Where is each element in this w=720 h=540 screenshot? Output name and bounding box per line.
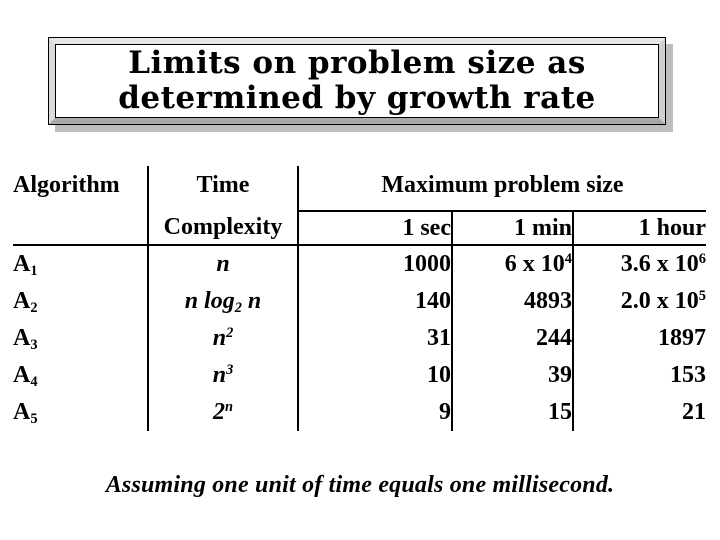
algorithm-cell: A2 bbox=[13, 283, 149, 320]
header-row-2: Complexity 1 sec 1 min 1 hour bbox=[13, 211, 706, 246]
max-size-1min-cell: 39 bbox=[452, 357, 574, 394]
table-body: A1 n 1000 6 x 104 3.6 x 106 A2 n log2 n … bbox=[13, 245, 706, 431]
col-header-1min: 1 min bbox=[452, 211, 574, 246]
table-row: A4 n3 10 39 153 bbox=[13, 357, 706, 394]
max-size-1hour-cell: 3.6 x 106 bbox=[620, 251, 706, 277]
max-size-1hour-cell: 1897 bbox=[658, 325, 706, 351]
title-box: Limits on problem size as determined by … bbox=[48, 37, 666, 125]
time-complexity-cell: 2n bbox=[148, 394, 299, 431]
header-row-1: Algorithm Time Maximum problem size bbox=[13, 166, 706, 246]
table-row: A1 n 1000 6 x 104 3.6 x 106 bbox=[13, 245, 706, 283]
table-row: A5 2n 9 15 21 bbox=[13, 394, 706, 431]
footer-note: Assuming one unit of time equals one mil… bbox=[105, 472, 615, 498]
algorithm-cell: A1 bbox=[13, 245, 149, 283]
table-row: A3 n2 31 244 1897 bbox=[13, 320, 706, 357]
max-size-1sec-cell: 10 bbox=[298, 357, 453, 394]
slide-title-line-2: determined by growth rate bbox=[118, 80, 596, 116]
col-header-complexity: Complexity bbox=[148, 211, 299, 246]
max-size-1min-cell: 15 bbox=[452, 394, 574, 431]
max-size-1sec-cell: 1000 bbox=[298, 245, 453, 283]
title-box-bevel-frame: Limits on problem size as determined by … bbox=[49, 38, 665, 124]
max-size-1sec-cell: 31 bbox=[298, 320, 453, 357]
time-complexity-cell: n log2 n bbox=[148, 283, 299, 320]
time-complexity-cell: n bbox=[148, 245, 299, 283]
max-size-1hour-cell: 2.0 x 105 bbox=[620, 288, 706, 314]
time-complexity-cell: n3 bbox=[148, 357, 299, 394]
col-header-time: Time bbox=[148, 166, 299, 211]
table-row: A2 n log2 n 140 4893 2.0 x 105 bbox=[13, 283, 706, 320]
max-size-1hour-cell: 153 bbox=[670, 362, 706, 388]
max-size-1min-cell: 4893 bbox=[452, 283, 574, 320]
max-size-1sec-cell: 140 bbox=[298, 283, 453, 320]
col-header-1hour: 1 hour bbox=[573, 211, 706, 246]
limits-table: Algorithm Time Maximum problem size Comp… bbox=[13, 166, 706, 431]
max-size-1sec-cell: 9 bbox=[298, 394, 453, 431]
title-box-inner: Limits on problem size as determined by … bbox=[55, 44, 659, 118]
max-size-1hour-cell: 21 bbox=[682, 399, 706, 425]
max-size-1min-cell: 244 bbox=[452, 320, 574, 357]
col-header-maximum-problem-size: Maximum problem size bbox=[298, 166, 706, 212]
algorithm-cell: A3 bbox=[13, 320, 149, 357]
table-header: Algorithm Time Maximum problem size Comp… bbox=[13, 166, 706, 246]
algorithm-cell: A4 bbox=[13, 357, 149, 394]
max-size-1min-cell: 6 x 104 bbox=[452, 245, 574, 283]
col-header-algorithm: Algorithm bbox=[13, 166, 149, 246]
algorithm-cell: A5 bbox=[13, 394, 149, 431]
slide-title-line-1: Limits on problem size as bbox=[128, 45, 586, 81]
time-complexity-cell: n2 bbox=[148, 320, 299, 357]
col-header-1sec: 1 sec bbox=[298, 211, 453, 246]
